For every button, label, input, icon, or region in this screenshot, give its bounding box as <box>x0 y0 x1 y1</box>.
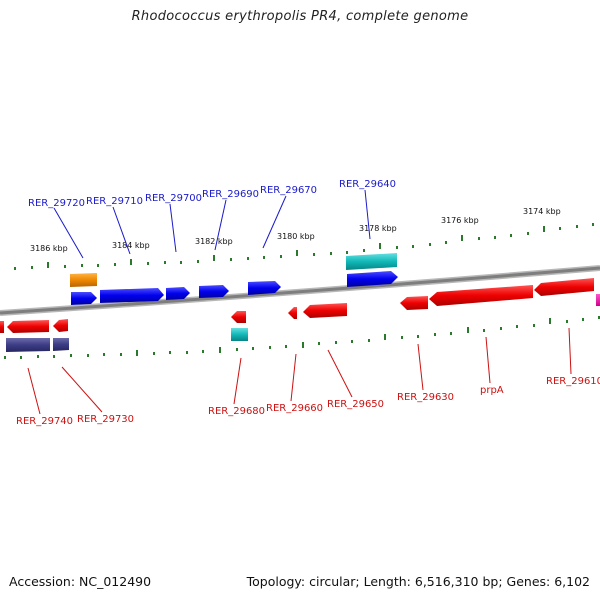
gene-label-reverse: RER_29730 <box>77 414 134 425</box>
gene-arrow[interactable] <box>347 271 398 287</box>
gene-label-forward: RER_29720 <box>28 198 85 209</box>
gene-arrow[interactable] <box>429 285 533 306</box>
reverse-genes <box>0 278 600 352</box>
gene-arrow[interactable] <box>288 307 297 319</box>
gene-arrow[interactable] <box>596 294 600 306</box>
gene-label-reverse: RER_29660 <box>266 403 323 414</box>
scale-label: 3184 kbp <box>112 241 150 250</box>
gene-label-reverse: prpA <box>480 385 504 396</box>
gene-label-forward: RER_29640 <box>339 179 396 190</box>
gene-arrow[interactable] <box>100 288 164 303</box>
gene-arrow[interactable] <box>7 320 49 333</box>
scale-ticks-lower <box>4 316 600 359</box>
scale-label: 3182 kbp <box>195 237 233 246</box>
genome-title: Rhodococcus erythropolis PR4, complete g… <box>131 9 469 24</box>
gene-arrow[interactable] <box>534 278 594 296</box>
gene-arrow[interactable] <box>53 319 68 332</box>
gene-arrow[interactable] <box>166 287 190 300</box>
gene-label-reverse: RER_29740 <box>16 416 73 427</box>
gene-label-reverse: RER_29650 <box>327 399 384 410</box>
gene-arrow[interactable] <box>70 273 97 287</box>
gene-arrow[interactable] <box>248 281 281 295</box>
gene-arrow[interactable] <box>346 253 397 270</box>
gene-label-reverse: RER_29630 <box>397 392 454 403</box>
scale-label: 3180 kbp <box>277 232 315 241</box>
scale-ticks-upper <box>14 223 594 270</box>
reverse-leaders <box>27 327 572 415</box>
forward-leaders <box>53 189 371 259</box>
gene-label-forward: RER_29700 <box>145 193 202 204</box>
gene-label-forward: RER_29670 <box>260 185 317 196</box>
gene-arrow[interactable] <box>0 321 4 333</box>
gene-arrow[interactable] <box>231 311 246 323</box>
scale-label: 3174 kbp <box>523 207 561 216</box>
gene-arrow[interactable] <box>199 285 229 298</box>
gene-arrow[interactable] <box>400 296 428 310</box>
gene-arrow[interactable] <box>53 338 69 351</box>
gene-label-reverse: RER_29610 <box>546 376 600 387</box>
forward-genes <box>70 253 398 305</box>
accession-label: Accession: NC_012490 <box>9 574 152 589</box>
genome-summary: Topology: circular; Length: 6,516,310 bp… <box>246 574 590 589</box>
gene-label-forward: RER_29710 <box>86 196 143 207</box>
scale-label: 3178 kbp <box>359 224 397 233</box>
gene-arrow[interactable] <box>71 292 97 305</box>
scale-label: 3186 kbp <box>30 244 68 253</box>
gene-arrow[interactable] <box>6 338 50 352</box>
gene-label-forward: RER_29690 <box>202 189 259 200</box>
gene-arrow[interactable] <box>231 328 248 341</box>
gene-arrow[interactable] <box>303 303 347 318</box>
scale-label: 3176 kbp <box>441 216 479 225</box>
genome-backbone-core <box>0 266 600 315</box>
gene-label-reverse: RER_29680 <box>208 406 265 417</box>
